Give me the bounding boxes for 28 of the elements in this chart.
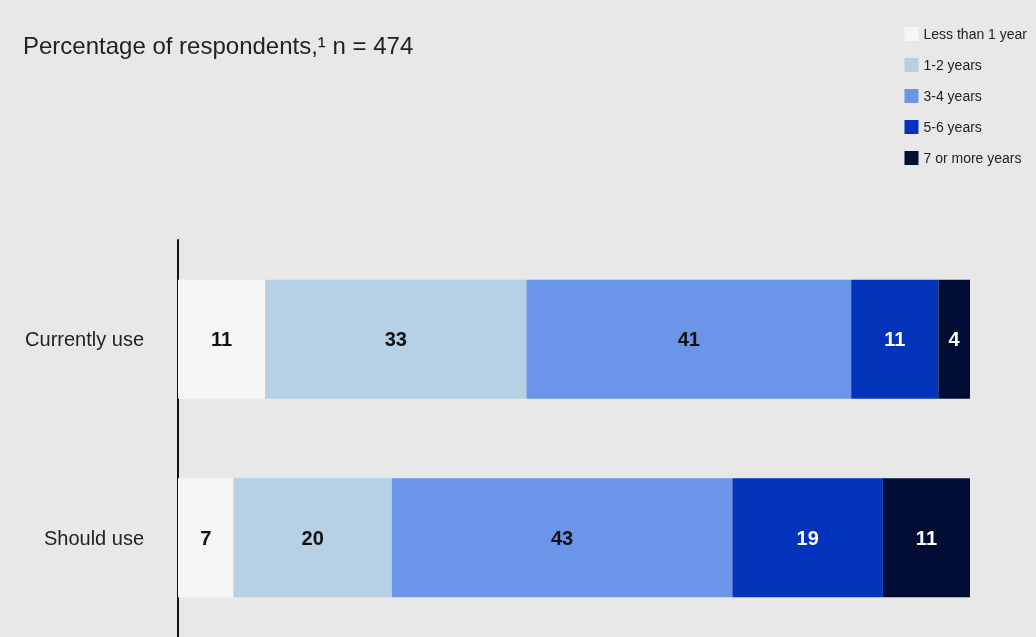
bar bbox=[391, 478, 733, 598]
y-tick-label: Should use bbox=[43, 526, 144, 549]
bar bbox=[526, 279, 852, 399]
bar bbox=[265, 279, 527, 399]
data-label: 11 bbox=[884, 328, 906, 351]
data-label: 43 bbox=[550, 526, 574, 549]
legend-label: 1-2 years bbox=[923, 57, 982, 73]
bar bbox=[178, 478, 234, 598]
data-label: 20 bbox=[301, 526, 324, 549]
data-label: 41 bbox=[677, 328, 700, 351]
data-label: 11 bbox=[210, 328, 233, 351]
legend-label: 7 or more years bbox=[923, 150, 1022, 166]
y-tick-label: Currently use bbox=[25, 328, 144, 351]
legend-label: 5-6 years bbox=[923, 119, 982, 135]
bar bbox=[732, 478, 883, 598]
data-label: 4 bbox=[948, 328, 961, 351]
bar bbox=[882, 478, 970, 598]
data-label: 19 bbox=[796, 526, 819, 549]
data-label: 11 bbox=[915, 526, 938, 549]
data-label: 33 bbox=[384, 328, 407, 351]
bar bbox=[938, 279, 970, 399]
bar bbox=[851, 279, 939, 399]
chart-title: Percentage of respondents,¹ n = 474 bbox=[23, 31, 414, 59]
bar bbox=[233, 478, 392, 598]
legend-label: 3-4 years bbox=[923, 88, 982, 104]
data-label: 7 bbox=[200, 526, 212, 549]
bar bbox=[178, 279, 266, 399]
legend-label: Less than 1 year bbox=[923, 26, 1028, 42]
